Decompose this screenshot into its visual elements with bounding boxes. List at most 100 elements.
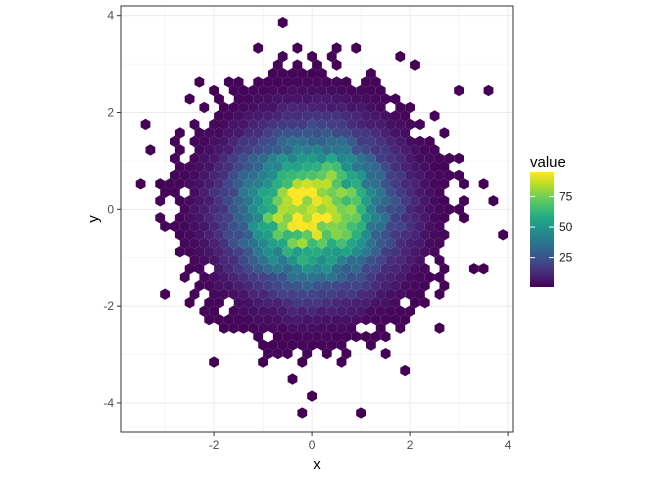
hex-cell [434,288,445,300]
hex-cell [356,135,366,148]
hex-cell [326,254,337,266]
hex-cell [209,203,219,215]
hex-cell [312,330,322,343]
hex-cell [424,203,435,215]
hex-cell [297,305,308,317]
hex-cell [194,246,205,258]
hex-cell [439,229,450,241]
x-axis: -2 0 2 4 [209,432,512,452]
hex-cell [410,59,420,71]
hex-cell [307,237,317,249]
hex-cell [204,313,215,326]
hex-cell [292,263,303,275]
hex-cell [292,161,303,173]
hex-cell [370,76,381,88]
hex-cell [243,263,254,275]
hex-cell [272,110,283,122]
hex-cell [253,297,264,309]
hex-cell [312,229,322,241]
hex-cell [297,339,308,351]
hex-cell [258,84,268,97]
hex-cell [282,178,293,190]
hex-cell [287,254,298,266]
hex-cell [341,161,352,173]
hex-cell [351,246,362,258]
hex-cell [292,42,303,54]
hex-cell [321,212,332,224]
hex-cell [326,84,337,97]
hex-cell [400,110,411,122]
hex-cell [263,76,273,88]
hex-cell [375,135,386,148]
hex-cell [361,76,371,88]
hex-cell [341,347,352,360]
hex-cell [395,237,406,249]
hex-cell [307,271,317,283]
hex-cell [326,169,337,182]
hex-cell [302,212,313,224]
hex-cell [341,195,352,207]
hex-cell [321,178,332,190]
hex-cell [297,356,308,368]
hex-cell [356,169,366,182]
hex-cell [219,118,229,131]
hex-cell [341,93,352,105]
hex-cell [331,212,342,224]
hex-cell [375,203,386,215]
hex-cell [380,229,391,241]
hex-cell [243,297,254,309]
hex-cell [380,297,391,309]
hex-cell [419,280,430,292]
hex-cell [400,127,411,139]
hex-cell [361,161,371,173]
hex-cell [405,118,415,131]
hex-cell [326,118,337,131]
hex-cell [321,246,332,258]
hex-cell [346,322,357,334]
hex-cell [214,212,224,224]
hex-cell [395,50,406,63]
hex-cell [263,161,273,173]
hex-cell [272,76,283,88]
hex-cell [415,118,425,131]
hex-cell [277,322,288,334]
hex-cell [375,220,386,232]
hex-cell [292,76,303,88]
hex-cell [204,280,215,292]
hex-cell [307,186,317,198]
hex-cell [297,237,308,249]
hex-cell [170,169,180,182]
y-axis: -4 -2 0 2 4 [103,9,121,410]
hex-cell [366,84,376,97]
hex-cell [346,271,357,283]
hex-cell [361,93,371,105]
hex-cell [238,322,249,334]
hex-cell [263,229,273,241]
hex-cell [297,254,308,266]
hex-cell [302,178,313,190]
hex-cell [321,313,332,326]
hex-cell [439,212,450,224]
hex-cell [317,67,327,80]
hex-cell [268,203,278,215]
hex-cell [214,297,224,309]
hex-cell [287,118,298,131]
hex-cell [405,101,415,114]
hex-cell [258,339,268,351]
hex-cell [341,127,352,139]
hex-cell [243,195,254,207]
hex-cell [272,93,283,105]
hex-cell [204,144,215,156]
hex-cell [321,144,332,156]
hex-cell [277,152,288,165]
hex-cell [419,178,430,190]
hex-cell [429,144,440,156]
hex-cell [390,297,401,309]
hex-cell [312,161,322,173]
hex-cell [272,229,283,241]
hex-cell [189,135,200,148]
hex-cell [282,229,293,241]
hex-cell [341,212,352,224]
hex-cell [321,161,332,173]
hex-cell [199,169,210,182]
